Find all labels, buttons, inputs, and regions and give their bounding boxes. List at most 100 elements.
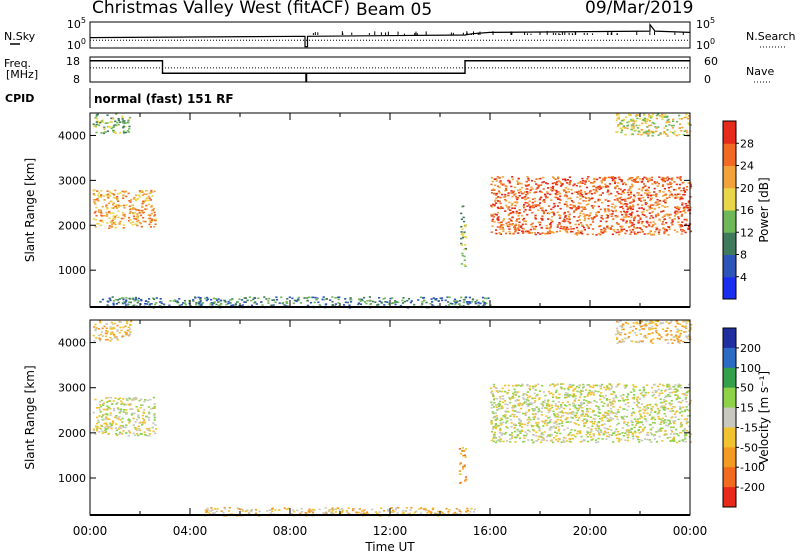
data-cell-p1: [674, 388, 677, 390]
data-cell-p0: [599, 225, 602, 227]
data-cell-p0: [222, 299, 225, 302]
data-cell-p1: [496, 418, 499, 420]
data-cell-p1: [153, 405, 156, 408]
data-cell-p1: [651, 406, 654, 408]
data-cell-p1: [127, 434, 130, 437]
data-cell-p1: [509, 438, 512, 440]
data-cell-p1: [565, 417, 568, 420]
data-cell-p1: [585, 433, 588, 436]
data-cell-p0: [529, 206, 532, 208]
data-cell-p1: [490, 420, 493, 422]
data-cell-p0: [490, 192, 494, 194]
data-cell-p1: [136, 408, 139, 411]
data-cell-p1: [616, 336, 619, 339]
data-cell-p1: [669, 436, 672, 439]
data-cell-p1: [569, 421, 572, 423]
data-cell-p0: [540, 196, 543, 199]
data-cell-p0: [230, 304, 233, 307]
data-cell-p0: [496, 226, 499, 228]
data-cell-p1: [591, 425, 594, 427]
data-cell-p0: [630, 128, 633, 131]
colorbar-segment: [723, 387, 736, 409]
data-cell-p1: [685, 336, 688, 339]
data-cell-p1: [677, 418, 680, 421]
data-cell-p1: [620, 325, 624, 327]
data-cell-p0: [462, 301, 465, 303]
data-cell-p1: [94, 433, 97, 435]
data-cell-p0: [679, 176, 682, 178]
data-cell-p0: [540, 191, 543, 194]
data-cell-p0: [568, 176, 571, 178]
data-cell-p1: [250, 510, 253, 513]
data-cell-p1: [528, 430, 531, 433]
data-cell-p1: [119, 321, 122, 323]
data-cell-p0: [513, 201, 516, 203]
data-cell-p1: [574, 406, 577, 409]
data-cell-p1: [585, 419, 588, 421]
data-cell-p0: [112, 118, 115, 120]
data-cell-p0: [363, 301, 366, 303]
data-cell-p0: [584, 183, 587, 185]
data-cell-p0: [495, 232, 498, 235]
data-cell-p1: [577, 424, 580, 426]
data-cell-p0: [95, 123, 98, 126]
data-cell-p0: [675, 183, 678, 186]
data-cell-p1: [676, 328, 679, 330]
data-cell-p1: [630, 431, 633, 433]
data-cell-p0: [524, 191, 527, 193]
data-cell-p0: [676, 193, 680, 195]
data-cell-p1: [490, 387, 493, 390]
data-cell-p0: [444, 299, 447, 302]
data-cell-p1: [499, 440, 502, 443]
data-cell-p1: [592, 394, 596, 396]
data-cell-p1: [128, 418, 131, 420]
data-cell-p0: [192, 300, 195, 303]
data-cell-p0: [552, 185, 555, 188]
data-cell-p0: [689, 124, 692, 126]
data-cell-p1: [635, 398, 639, 400]
data-cell-p0: [647, 133, 650, 135]
data-cell-p1: [664, 403, 667, 405]
data-cell-p0: [250, 304, 254, 307]
data-cell-p0: [602, 186, 605, 188]
data-cell-p1: [515, 394, 518, 396]
data-cell-p0: [679, 225, 682, 227]
data-cell-p0: [613, 230, 616, 233]
data-cell-p1: [120, 408, 123, 411]
data-cell-p1: [518, 419, 521, 421]
data-cell-p0: [123, 120, 126, 122]
data-cell-p1: [299, 512, 302, 515]
data-cell-p0: [616, 113, 619, 116]
data-cell-p0: [587, 217, 590, 220]
data-cell-p0: [647, 196, 650, 199]
data-cell-p1: [650, 322, 653, 324]
data-cell-p0: [664, 193, 667, 196]
data-cell-p1: [670, 338, 673, 341]
data-cell-p0: [668, 194, 672, 196]
data-cell-p1: [228, 506, 231, 509]
data-cell-p0: [680, 197, 683, 200]
data-cell-p1: [92, 429, 95, 432]
data-cell-p1: [588, 408, 591, 410]
data-cell-p1: [499, 396, 502, 398]
data-cell-p1: [562, 412, 565, 414]
data-cell-p0: [505, 185, 508, 188]
data-cell-p0: [675, 206, 678, 209]
data-cell-p0: [580, 231, 583, 234]
data-cell-p0: [656, 185, 659, 187]
data-cell-p0: [115, 113, 118, 115]
data-cell-p1: [680, 422, 683, 424]
data-cell-p1: [532, 387, 535, 390]
data-cell-p1: [109, 396, 113, 399]
data-cell-p0: [642, 208, 645, 210]
data-cell-p0: [643, 176, 646, 179]
data-cell-p1: [525, 411, 528, 414]
data-cell-p1: [616, 433, 619, 436]
data-cell-p1: [587, 432, 590, 434]
data-cell-p1: [625, 384, 628, 387]
data-cell-p1: [664, 419, 667, 421]
data-cell-p0: [96, 194, 100, 197]
data-cell-p1: [600, 383, 604, 386]
data-cell-p0: [687, 200, 690, 203]
data-cell-p0: [657, 126, 660, 128]
